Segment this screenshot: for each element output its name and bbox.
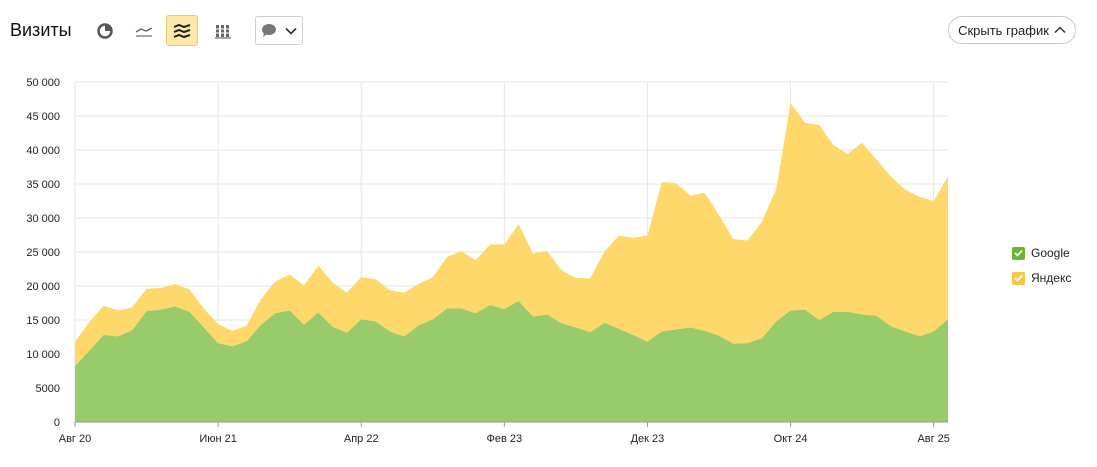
x-tick-label: Окт 24	[774, 433, 808, 445]
y-tick-label: 0	[54, 417, 60, 429]
legend-label-google: Google	[1031, 246, 1070, 260]
y-tick-label: 30 000	[26, 213, 60, 225]
x-tick-label: Апр 22	[344, 433, 379, 445]
pie-chart-view-button[interactable]	[89, 15, 121, 46]
check-icon	[1014, 274, 1023, 282]
y-tick-label: 20 000	[26, 281, 60, 293]
y-tick-label: 40 000	[26, 145, 60, 157]
hide-chart-label: Скрыть график	[958, 22, 1049, 38]
x-tick-label: Июн 21	[199, 433, 237, 445]
y-tick-label: 25 000	[26, 247, 60, 259]
x-tick-label: Фев 23	[487, 433, 523, 445]
x-tick-label: Дек 23	[631, 433, 665, 445]
stacked-area-chart-icon	[173, 23, 191, 38]
line-chart-icon	[135, 26, 153, 37]
stacked-area-view-button[interactable]	[166, 15, 198, 46]
legend-item-yandex[interactable]: Яндекс	[1012, 269, 1071, 287]
y-tick-label: 15 000	[26, 315, 60, 327]
y-tick-label: 45 000	[26, 111, 60, 123]
series-area-google	[75, 300, 948, 422]
y-tick-label: 5000	[36, 383, 60, 395]
y-tick-label: 50 000	[26, 77, 60, 89]
column-chart-view-button[interactable]	[207, 15, 239, 46]
chart-toolbar: Визиты	[0, 0, 1097, 64]
check-icon	[1014, 249, 1023, 257]
legend-item-google[interactable]: Google	[1012, 244, 1071, 262]
x-tick-label: Авг 25	[917, 433, 949, 445]
series-area-yandex	[75, 103, 948, 367]
hide-chart-button[interactable]: Скрыть график	[948, 16, 1076, 44]
y-tick-label: 10 000	[26, 349, 60, 361]
page-title: Визиты	[10, 20, 72, 40]
annotations-dropdown[interactable]	[255, 16, 303, 45]
pie-chart-icon	[97, 22, 113, 39]
legend-checkbox-google[interactable]	[1012, 246, 1025, 260]
column-chart-icon	[215, 24, 231, 39]
y-tick-label: 35 000	[26, 179, 60, 191]
chevron-up-icon	[1054, 26, 1066, 34]
chart-legend: Google Яндекс	[1012, 244, 1071, 294]
comment-icon	[262, 24, 276, 37]
legend-label-yandex: Яндекс	[1031, 271, 1072, 285]
line-chart-view-button[interactable]	[128, 15, 160, 46]
legend-checkbox-yandex[interactable]	[1012, 271, 1025, 285]
stacked-area-chart: 0 5000 10 000 15 000 20 000 25 000 30 000 35 00…	[26, 77, 950, 445]
x-tick-label: Авг 20	[59, 433, 91, 445]
chevron-down-icon	[285, 27, 297, 35]
